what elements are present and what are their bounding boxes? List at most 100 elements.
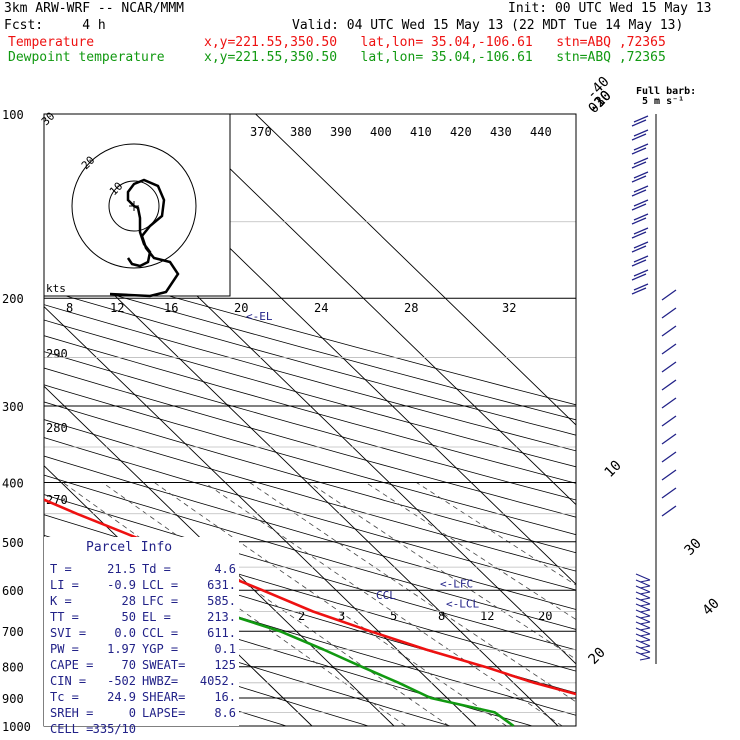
wind-barb <box>635 627 651 637</box>
wind-barb <box>635 615 651 625</box>
wind-barb <box>661 307 677 319</box>
parcel-value: 50 <box>122 610 136 624</box>
wind-barb <box>631 255 649 267</box>
theta-e-label-430: 430 <box>490 125 512 139</box>
parcel-value: 24.9 <box>107 690 136 704</box>
isotherm-line <box>44 226 559 727</box>
hodo-speed-label-28: 28 <box>404 301 418 315</box>
dewpoint-profile <box>44 542 515 728</box>
wind-barb <box>661 343 677 355</box>
init-time: Init: 00 UTC Wed 15 May 13 <box>508 1 712 16</box>
temperature-location: x,y=221.55,350.50 lat,lon= 35.04,-106.61… <box>204 35 666 50</box>
parcel-key: YGP = <box>142 642 178 656</box>
theta-e-label-380: 380 <box>290 125 312 139</box>
hodograph-trace <box>109 178 180 298</box>
parcel-value: 0 <box>129 706 136 720</box>
parcel-key: SREH = <box>50 706 93 720</box>
parcel-value: 631. <box>207 578 236 592</box>
parcel-value: 28 <box>122 594 136 608</box>
hodo-speed-label-8: 8 <box>66 301 73 315</box>
hodograph-ring-outer <box>71 143 197 269</box>
parcel-key: T = <box>50 562 72 576</box>
wind-barb <box>631 115 649 127</box>
isotherm-label-10: 10 <box>602 458 625 481</box>
parcel-key: CAPE = <box>50 658 93 672</box>
hodograph-ring-inner <box>108 180 160 232</box>
parcel-value: 4052. <box>200 674 236 688</box>
hodo-speed-label-20: 20 <box>234 301 248 315</box>
wind-barb <box>631 241 649 253</box>
wind-barb <box>661 469 677 481</box>
isotherm-label-20: 20 <box>586 645 609 668</box>
isotherm-line <box>173 114 576 506</box>
wind-barb <box>661 415 677 427</box>
pressure-label-700: 700 <box>2 625 24 639</box>
wind-barb <box>631 283 649 295</box>
barb-legend-line2: 5 m s⁻¹ <box>642 96 684 107</box>
parcel-value: 1.97 <box>107 642 136 656</box>
parcel-key: LI = <box>50 578 79 592</box>
parcel-info-panel <box>44 537 239 726</box>
mixing-ratio-line <box>308 482 576 660</box>
wind-barb <box>635 579 651 589</box>
wind-barb <box>661 289 677 301</box>
wind-barb <box>631 171 649 183</box>
forecast-hour: Fcst: 4 h <box>4 18 106 33</box>
mixing-ratio-label-8: 8 <box>438 609 445 623</box>
parcel-key: SVI = <box>50 626 86 640</box>
pressure-label-600: 600 <box>2 584 24 598</box>
parcel-value: 16. <box>214 690 236 704</box>
pressure-label-100: 100 <box>2 108 24 122</box>
pressure-label-300: 300 <box>2 400 24 414</box>
wind-barb <box>661 487 677 499</box>
theta-e-label-400: 400 <box>370 125 392 139</box>
isotherm-line <box>44 305 477 727</box>
theta-e-label-370: 370 <box>250 125 272 139</box>
parcel-key: CIN = <box>50 674 86 688</box>
wind-barb <box>661 397 677 409</box>
mixing-ratio-label-20: 20 <box>538 609 552 623</box>
parcel-key: SWEAT= <box>142 658 185 672</box>
wind-barb <box>635 573 651 583</box>
parcel-value: 0.0 <box>114 626 136 640</box>
pressure-label-500: 500 <box>2 536 24 550</box>
wind-barb <box>631 129 649 141</box>
parcel-value: 0.1 <box>214 642 236 656</box>
lfc-marker: <-LFC <box>440 577 473 590</box>
mixing-ratio-line <box>365 482 576 620</box>
wind-barb <box>635 633 651 643</box>
wind-barb <box>631 227 649 239</box>
wind-barb <box>631 157 649 169</box>
wind-barb <box>631 269 649 281</box>
hodo-speed-label-12: 12 <box>110 301 124 315</box>
isotherm-line <box>255 114 576 426</box>
temperature-legend: Temperature <box>8 35 95 50</box>
parcel-value: -502 <box>107 674 136 688</box>
pressure-label-800: 800 <box>2 661 24 675</box>
plot-frame <box>43 113 577 727</box>
valid-time: Valid: 04 UTC Wed 15 May 13 (22 MDT Tue … <box>292 18 684 33</box>
pressure-label-1000: 1000 <box>2 720 31 734</box>
theta-e-label-440: 440 <box>530 125 552 139</box>
parcel-value: 611. <box>207 626 236 640</box>
hodo-speed-label-24: 24 <box>314 301 328 315</box>
wind-barb <box>661 325 677 337</box>
isotherm-line <box>44 385 395 727</box>
parcel-value: 585. <box>207 594 236 608</box>
wind-barb <box>661 451 677 463</box>
theta-label-290: 290 <box>46 347 68 361</box>
parcel-key: LCL = <box>142 578 178 592</box>
parcel-key: EL = <box>142 610 171 624</box>
parcel-value: 213. <box>207 610 236 624</box>
parcel-key: LFC = <box>142 594 178 608</box>
parcel-key: TT = <box>50 610 79 624</box>
pressure-label-400: 400 <box>2 476 24 490</box>
mixing-ratio-label-3: 3 <box>338 609 345 623</box>
parcel-key: Td = <box>142 562 171 576</box>
theta-e-label-410: 410 <box>410 125 432 139</box>
wind-barb <box>635 621 651 631</box>
dewpoint-legend: Dewpoint temperature <box>8 50 165 65</box>
wind-barb <box>661 433 677 445</box>
parcel-value: 70 <box>122 658 136 672</box>
